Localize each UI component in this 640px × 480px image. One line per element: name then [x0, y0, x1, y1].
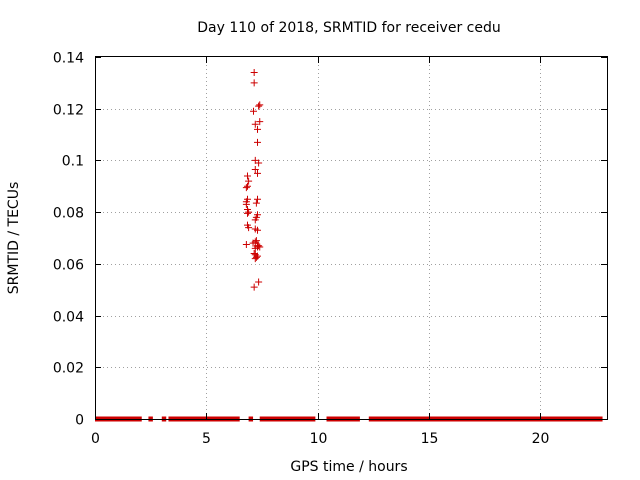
y-tick-label: 0 [75, 413, 84, 429]
x-tick-label: 5 [202, 431, 211, 447]
data-point [243, 209, 251, 217]
data-point [254, 195, 262, 203]
data-point [254, 138, 262, 146]
x-tick-label: 15 [421, 431, 439, 447]
plot-frame [95, 56, 608, 420]
y-tick-label: 0.02 [53, 361, 84, 377]
data-point [252, 199, 260, 207]
data-point [249, 107, 257, 115]
x-tick-label: 0 [91, 431, 100, 447]
data-point [255, 242, 263, 250]
chart-title: Day 110 of 2018, SRMTID for receiver ced… [197, 20, 500, 36]
data-point [256, 101, 264, 109]
data-point [254, 125, 262, 133]
data-point [250, 79, 258, 87]
data-point [250, 283, 258, 291]
data-point [252, 253, 260, 261]
axis-ticks: 0 0.02 0.04 0.06 0.08 0.1 0.12 0.14 0 5 10 15 20 [53, 51, 607, 447]
data-point [245, 208, 253, 216]
data-point [251, 255, 259, 263]
y-tick-label: 0.1 [62, 154, 84, 170]
data-point [255, 278, 263, 286]
x-tick-label: 10 [310, 431, 328, 447]
data-point [242, 240, 250, 248]
y-axis-label: SRMTID / TECUs [6, 182, 22, 295]
data-point [251, 238, 259, 246]
data-point [251, 165, 259, 173]
x-axis-label: GPS time / hours [290, 459, 407, 475]
data-points [242, 69, 264, 291]
data-point [252, 237, 260, 245]
data-point [251, 120, 259, 128]
data-point [251, 216, 259, 224]
data-point [256, 118, 264, 126]
data-point [256, 243, 264, 251]
data-point [245, 224, 253, 232]
y-tick-label: 0.04 [53, 310, 84, 326]
data-point [255, 159, 263, 167]
data-point [251, 225, 259, 233]
y-tick-label: 0.08 [53, 206, 84, 222]
data-point [250, 69, 258, 77]
data-point [245, 177, 253, 185]
data-point [243, 172, 251, 180]
data-point [243, 182, 251, 190]
y-tick-label: 0.12 [53, 103, 84, 119]
grid-lines [95, 57, 607, 419]
y-tick-label: 0.14 [53, 51, 84, 67]
data-point [242, 184, 250, 192]
y-tick-label: 0.06 [53, 258, 84, 274]
data-point [255, 102, 263, 110]
x-tick-label: 20 [532, 431, 550, 447]
data-point [242, 200, 250, 208]
data-point [254, 169, 262, 177]
